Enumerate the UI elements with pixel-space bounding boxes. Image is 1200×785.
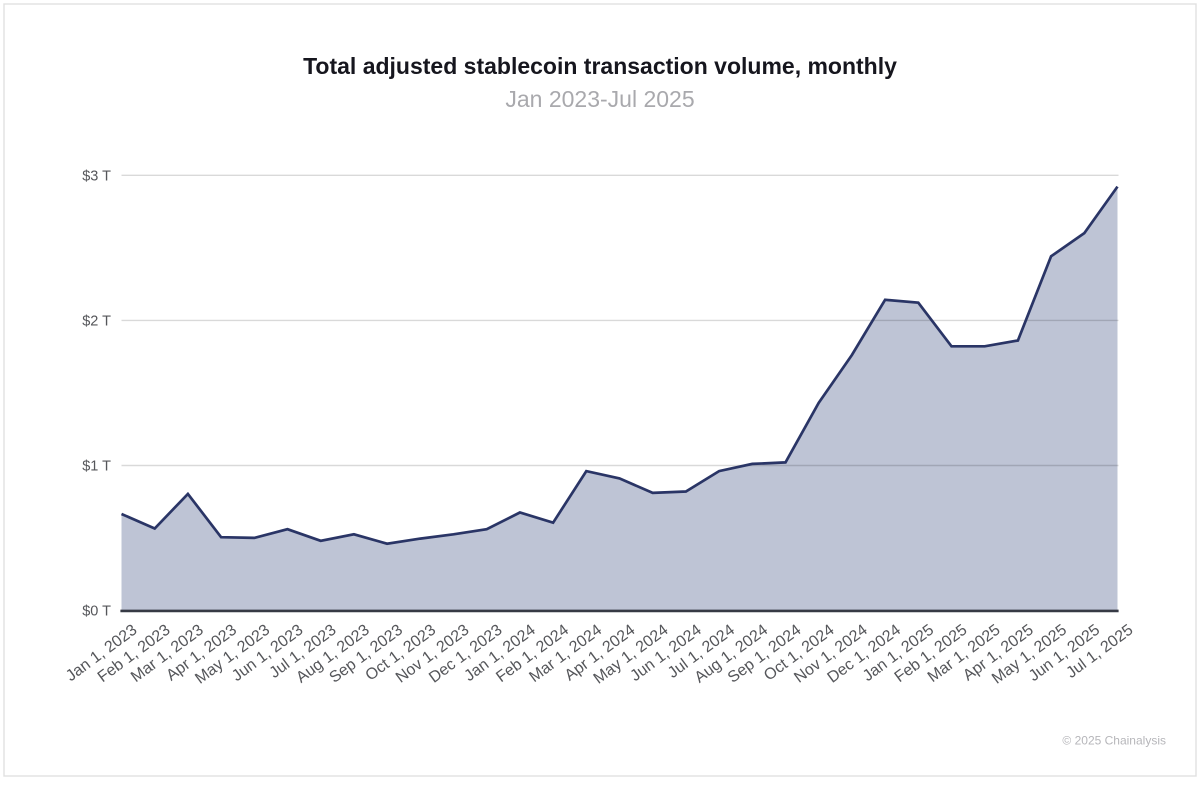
svg-text:© 2025 Chainalysis: © 2025 Chainalysis: [1062, 734, 1166, 748]
svg-text:Total adjusted stablecoin tran: Total adjusted stablecoin transaction vo…: [303, 53, 897, 79]
svg-text:$2 T: $2 T: [82, 313, 111, 329]
svg-text:$3 T: $3 T: [82, 168, 111, 184]
svg-text:Jan 2023-Jul 2025: Jan 2023-Jul 2025: [505, 86, 694, 112]
svg-text:$1 T: $1 T: [82, 459, 111, 475]
svg-text:$0 T: $0 T: [82, 604, 111, 620]
